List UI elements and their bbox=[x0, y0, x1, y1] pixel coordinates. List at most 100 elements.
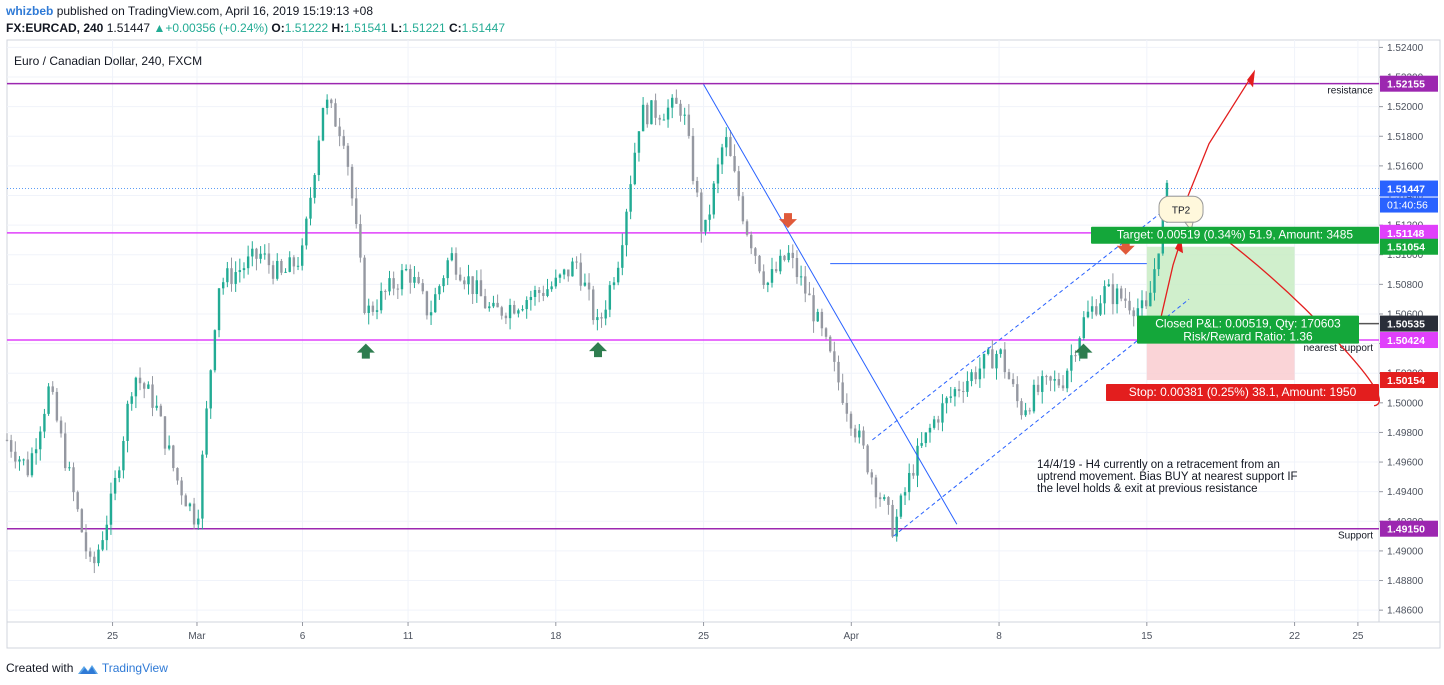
candle bbox=[350, 164, 354, 206]
candle-body bbox=[820, 311, 824, 329]
candle-body bbox=[675, 97, 678, 104]
candle bbox=[571, 257, 574, 277]
candle-body bbox=[126, 403, 129, 441]
candle-body bbox=[492, 302, 495, 307]
tp2-callout[interactable] bbox=[1158, 195, 1204, 223]
x-tick-label: 25 bbox=[698, 631, 710, 642]
candle bbox=[64, 422, 67, 471]
candle bbox=[392, 271, 395, 296]
candle bbox=[251, 241, 254, 267]
candle bbox=[109, 482, 113, 535]
closed-pl-label-bg bbox=[1137, 315, 1359, 344]
candle bbox=[932, 415, 936, 430]
candle bbox=[213, 329, 217, 373]
sell-arrow-icon[interactable] bbox=[778, 213, 797, 229]
candle-body bbox=[309, 197, 312, 219]
candle-body bbox=[317, 140, 321, 176]
candle-body bbox=[1082, 317, 1086, 339]
x-tick-label: 11 bbox=[403, 631, 414, 642]
candle bbox=[671, 94, 674, 119]
candle-body bbox=[571, 261, 574, 277]
candle bbox=[280, 258, 283, 276]
candle bbox=[1132, 307, 1135, 327]
candle-body bbox=[546, 289, 549, 296]
candle-body bbox=[646, 104, 649, 125]
candle bbox=[791, 244, 794, 269]
candle bbox=[276, 253, 279, 281]
x-tick-label: Apr bbox=[844, 631, 860, 642]
y-tick-label: 1.50600 bbox=[1387, 309, 1424, 320]
y-tick-label: 1.49000 bbox=[1387, 546, 1424, 557]
candle-body bbox=[267, 253, 271, 266]
candle bbox=[1020, 398, 1023, 420]
candle-body bbox=[205, 408, 208, 455]
time-axis[interactable] bbox=[6, 621, 1441, 649]
level-price-label-bg bbox=[1380, 520, 1438, 537]
candle-body bbox=[438, 286, 441, 295]
x-tick-label: 15 bbox=[1141, 631, 1153, 642]
candle bbox=[192, 497, 196, 530]
candle bbox=[101, 531, 104, 552]
candle-body bbox=[280, 260, 283, 273]
x-tick-label: 8 bbox=[996, 631, 1002, 642]
candle-body bbox=[1020, 401, 1023, 416]
candle-body bbox=[68, 467, 71, 469]
candle-body bbox=[845, 402, 849, 414]
candle bbox=[650, 100, 653, 125]
candle bbox=[583, 273, 587, 287]
candle bbox=[679, 99, 682, 122]
candle-body bbox=[1136, 308, 1140, 317]
sell-arrow-icon[interactable] bbox=[1116, 239, 1135, 255]
candle bbox=[720, 143, 724, 175]
candle-body bbox=[421, 283, 424, 292]
candle bbox=[246, 245, 250, 275]
candle bbox=[1095, 298, 1098, 317]
buy-arrow-icon[interactable] bbox=[356, 343, 375, 359]
candle bbox=[812, 287, 815, 333]
candle bbox=[47, 383, 50, 416]
candle-body bbox=[808, 293, 811, 296]
candle bbox=[454, 247, 458, 281]
candle bbox=[899, 493, 903, 519]
candle-body bbox=[770, 269, 774, 283]
candle-body bbox=[583, 282, 587, 286]
candle-body bbox=[1061, 385, 1065, 389]
candle bbox=[508, 298, 512, 330]
level-price-label-bg bbox=[1380, 332, 1438, 349]
author-link[interactable]: whizbeb bbox=[6, 4, 54, 18]
buy-arrow-icon[interactable] bbox=[1074, 343, 1093, 359]
candle-body bbox=[787, 252, 790, 261]
candle-body bbox=[292, 257, 296, 267]
candle-body bbox=[849, 413, 853, 429]
buy-arrow-icon[interactable] bbox=[589, 342, 608, 358]
candle bbox=[300, 238, 304, 271]
candle bbox=[1153, 258, 1156, 301]
candle-body bbox=[242, 268, 246, 271]
candle-body bbox=[1144, 300, 1148, 307]
candle-body bbox=[508, 304, 512, 319]
candle bbox=[513, 300, 516, 315]
candle bbox=[945, 396, 948, 414]
publish-info: published on TradingView.com, April 16, … bbox=[56, 4, 374, 18]
candle bbox=[804, 266, 807, 303]
candle-body bbox=[26, 459, 29, 476]
tradingview-brand-link[interactable]: TradingView bbox=[101, 661, 168, 675]
high-value: 1.51541 bbox=[344, 21, 388, 35]
target-zone[interactable] bbox=[1146, 246, 1295, 324]
candle bbox=[604, 300, 607, 326]
candle-body bbox=[321, 107, 325, 141]
downtrend-line[interactable] bbox=[703, 84, 958, 525]
candle bbox=[658, 114, 661, 126]
candle-body bbox=[716, 164, 720, 184]
candle bbox=[737, 165, 740, 201]
candle-body bbox=[637, 131, 641, 153]
candle-body bbox=[550, 286, 553, 290]
candle-body bbox=[537, 289, 541, 293]
candle bbox=[1045, 374, 1048, 385]
candle bbox=[646, 102, 649, 128]
candle bbox=[770, 257, 774, 288]
candle bbox=[525, 296, 528, 319]
candle-body bbox=[521, 309, 524, 311]
projection-arrow-2[interactable] bbox=[1180, 73, 1254, 214]
